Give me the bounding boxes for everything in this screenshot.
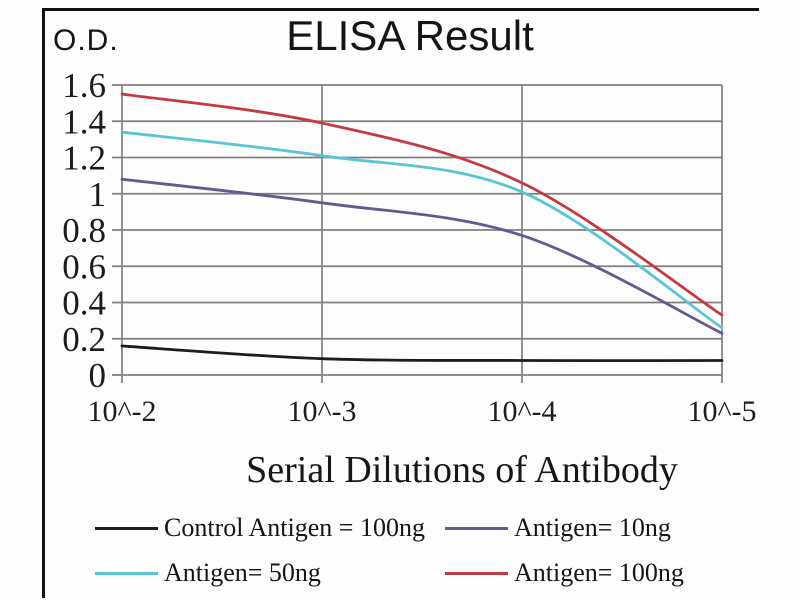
series-line-1 <box>120 177 724 335</box>
legend-label: Control Antigen = 100ng <box>164 513 425 542</box>
y-tick-label: 1 <box>89 175 107 214</box>
y-axis-unit-label: O.D. <box>53 24 119 57</box>
y-tick-label: 0.8 <box>62 211 106 250</box>
x-tick-label: 10^-3 <box>287 395 356 428</box>
legend-key-line <box>95 526 158 530</box>
frame-border-top <box>42 8 759 11</box>
legend-label: Antigen= 100ng <box>514 558 684 587</box>
x-tick-label: 10^-2 <box>87 395 156 428</box>
legend-key-line <box>445 526 508 530</box>
y-tick-label: 1.6 <box>62 66 106 105</box>
legend-label: Antigen= 50ng <box>164 558 321 587</box>
legend-item: Control Antigen = 100ng <box>95 508 445 548</box>
chart-title: ELISA Result <box>286 12 534 59</box>
legend-label: Antigen= 10ng <box>514 513 671 542</box>
legend-item: Antigen= 50ng <box>95 553 445 593</box>
y-tick-label: 1.2 <box>62 139 106 178</box>
legend: Control Antigen = 100ng Antigen= 10ng Anti… <box>95 508 735 593</box>
legend-item: Antigen= 10ng <box>445 508 735 548</box>
y-tick-label: 1.4 <box>62 102 106 141</box>
legend-item: Antigen= 100ng <box>445 553 735 593</box>
legend-key-line <box>445 571 508 575</box>
legend-key-line <box>95 571 158 575</box>
series-line-0 <box>120 344 724 363</box>
y-tick-label: 0.4 <box>62 284 106 323</box>
x-tick-label: 10^-4 <box>487 395 556 428</box>
x-tick-label: 10^-5 <box>687 395 756 428</box>
y-tick-label: 0.6 <box>62 247 106 286</box>
series-line-3 <box>120 92 724 317</box>
frame-border-left <box>42 8 45 598</box>
x-axis-title: Serial Dilutions of Antibody <box>246 449 678 491</box>
series-line-2 <box>120 130 724 330</box>
y-tick-label: 0.2 <box>62 320 106 359</box>
y-tick-label: 0 <box>89 356 107 395</box>
